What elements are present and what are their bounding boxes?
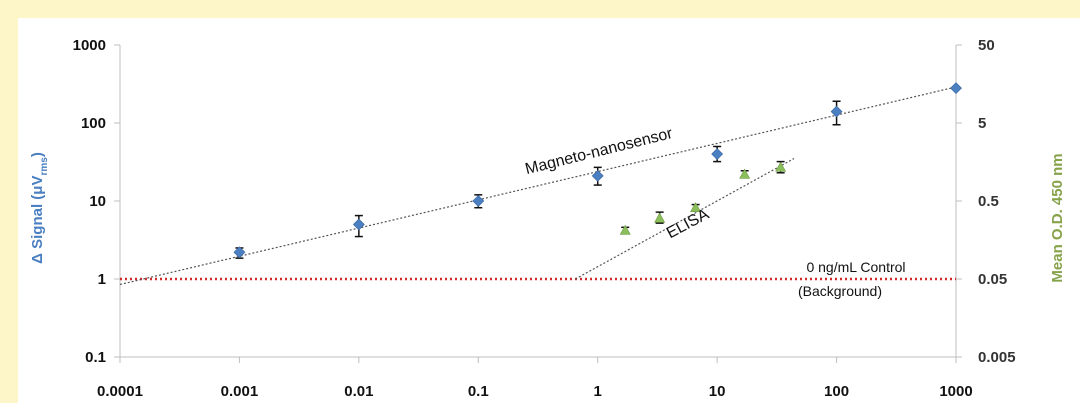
- magneto-trendline: [119, 86, 957, 286]
- y-tick-label-right: 0.005: [978, 349, 1016, 366]
- x-tick-label: 100: [824, 383, 849, 400]
- x-tick-label: 0.0001: [97, 383, 143, 400]
- x-tick-label: 0.1: [468, 383, 489, 400]
- elisa-point: [690, 202, 702, 213]
- y-tick-label-left: 1000: [73, 37, 106, 54]
- x-tick-label: 1000: [939, 383, 972, 400]
- magneto-label: Magneto-nanosensor: [523, 125, 674, 178]
- x-tick-label: 0.01: [344, 383, 373, 400]
- magneto-point: [472, 195, 485, 207]
- x-tick-label: 0.001: [221, 383, 259, 400]
- y-tick-label-left: 10: [89, 193, 106, 210]
- elisa-label: ELISA: [664, 206, 712, 242]
- y-tick-label-right: 50: [978, 37, 995, 54]
- magneto-point: [233, 246, 246, 259]
- data-marks: [233, 82, 962, 259]
- trendlines: [119, 86, 957, 286]
- y-axis-label-left: Δ Signal (μVrms): [29, 152, 50, 264]
- x-tick-label: 10: [709, 383, 726, 400]
- magneto-point: [591, 169, 604, 182]
- chart-text: Δ Signal (μVrms) Mean O.D. 450 nm Magnet…: [29, 125, 1066, 299]
- y-tick-label-left: 0.1: [85, 349, 106, 366]
- y-axis-label-right: Mean O.D. 450 nm: [1049, 153, 1066, 282]
- magneto-point: [711, 148, 724, 160]
- chart-panel: 0.1 1 10 100 1000 0.005 0.05 0.5 5 50 0.0001 0.001 0…: [18, 18, 1080, 403]
- chart: 0.1 1 10 100 1000 0.005 0.05 0.5 5 50 0.0001 0.001 0…: [29, 37, 1066, 400]
- elisa-point: [739, 168, 751, 179]
- control-label: 0 ng/mL Control: [806, 259, 905, 275]
- magneto-point: [352, 218, 365, 231]
- elisa-point: [775, 161, 787, 172]
- magneto-point: [950, 82, 962, 95]
- elisa-point: [619, 224, 631, 235]
- y-tick-label-right: 0.05: [978, 271, 1007, 288]
- elisa-point: [654, 212, 666, 223]
- y-tick-label-left: 1: [98, 271, 106, 288]
- x-tick-label: 1: [594, 383, 602, 400]
- y-tick-label-right: 5: [978, 115, 986, 132]
- elisa-trendline: [575, 158, 795, 280]
- background-label: (Background): [798, 283, 882, 299]
- y-tick-label-right: 0.5: [978, 193, 999, 210]
- axes: 0.1 1 10 100 1000 0.005 0.05 0.5 5 50 0.0001 0.001 0…: [73, 37, 1016, 400]
- magneto-point: [830, 105, 843, 118]
- y-tick-label-left: 100: [81, 115, 106, 132]
